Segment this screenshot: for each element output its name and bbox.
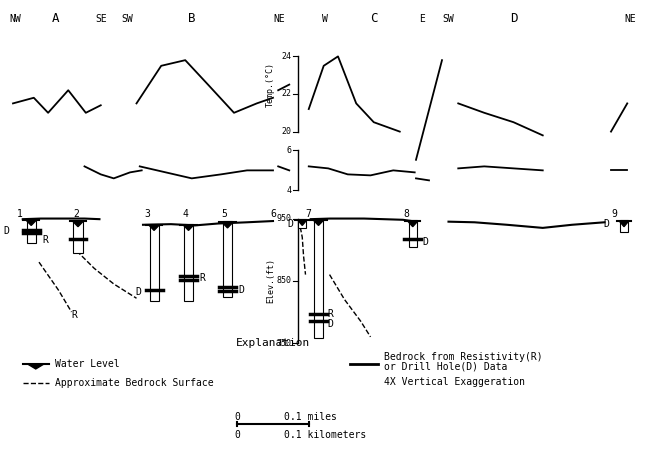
Text: E: E [419,14,426,24]
Text: D: D [327,319,333,329]
Text: 4: 4 [286,186,291,195]
Text: C: C [370,12,378,25]
Text: R: R [71,310,77,320]
Text: W: W [322,14,328,24]
Text: 2: 2 [73,209,80,219]
Text: 7: 7 [306,209,312,219]
Text: 6: 6 [286,146,291,155]
Polygon shape [313,220,324,226]
Bar [27,219,36,243]
Text: D: D [287,219,294,228]
Text: 4: 4 [183,209,189,219]
Bar [409,220,417,247]
Text: Water Level: Water Level [55,359,120,369]
Polygon shape [183,225,194,230]
Text: SW: SW [443,14,454,24]
Bar [314,219,323,338]
Text: Temp.(°C): Temp.(°C) [266,62,275,107]
Polygon shape [619,221,629,227]
Text: SE: SE [95,14,107,24]
Polygon shape [26,220,36,226]
Text: 750: 750 [276,338,291,348]
Polygon shape [73,221,83,227]
Polygon shape [222,222,233,228]
Bar [150,224,159,301]
Text: Bedrock from Resistivity(R): Bedrock from Resistivity(R) [384,352,542,362]
Text: 0.1 kilometers: 0.1 kilometers [284,430,366,440]
Text: Elev.(ft): Elev.(ft) [266,258,275,303]
Text: 850: 850 [276,276,291,285]
Text: 0.1 miles: 0.1 miles [284,412,337,423]
Text: 24: 24 [281,52,291,61]
Text: D: D [135,287,142,297]
Text: 22: 22 [281,89,291,99]
Text: R: R [42,235,49,245]
Text: 1: 1 [16,209,23,219]
Text: 9: 9 [611,209,618,219]
Polygon shape [28,364,44,369]
Text: D: D [239,284,245,295]
Text: or Drill Hole(D) Data: or Drill Hole(D) Data [384,361,507,372]
Polygon shape [408,221,418,227]
Text: R: R [200,274,206,283]
Text: 950: 950 [276,214,291,223]
Text: 20: 20 [281,127,291,136]
Text: 0: 0 [234,412,240,423]
Text: D: D [603,219,610,228]
Text: NE: NE [625,14,636,24]
Text: D: D [510,12,517,25]
Text: 4X Vertical Exaggeration: 4X Vertical Exaggeration [384,377,525,387]
Text: 8: 8 [403,209,410,219]
Text: 5: 5 [221,209,228,219]
Text: 3: 3 [144,209,150,219]
Text: D: D [422,237,428,247]
Text: Explanation: Explanation [236,338,310,348]
Polygon shape [298,220,307,226]
Text: NW: NW [10,14,21,24]
Text: 0: 0 [234,430,240,440]
Text: 6: 6 [270,209,276,219]
Bar [73,220,83,253]
Text: Approximate Bedrock Surface: Approximate Bedrock Surface [55,378,214,388]
Text: D: D [3,226,10,236]
Text: SW: SW [121,14,133,24]
Text: A: A [51,12,59,25]
Bar [620,220,628,232]
Bar [223,221,232,297]
Bar [298,219,306,228]
Text: B: B [188,12,196,25]
Text: R: R [327,309,333,319]
Bar [184,224,193,301]
Polygon shape [149,225,159,230]
Text: NE: NE [274,14,285,24]
